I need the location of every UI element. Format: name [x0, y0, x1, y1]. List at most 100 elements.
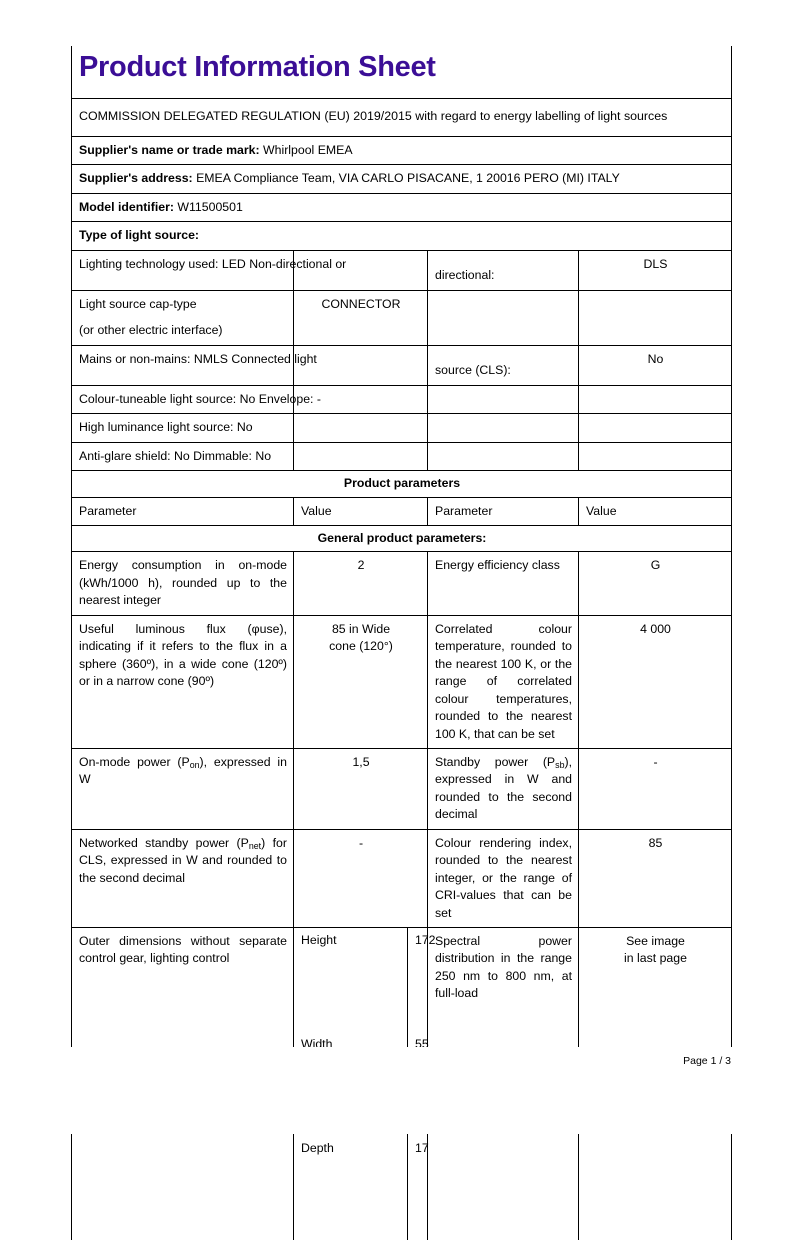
luminous-flux-label: Useful luminous flux (φuse), indicating …: [71, 614, 294, 749]
cap-type-label-line1: Light source cap-type: [79, 296, 197, 311]
intro-text: COMMISSION DELEGATED REGULATION (EU) 201…: [71, 98, 732, 137]
lighting-technology-label: Lighting technology used: LED Non-direct…: [71, 249, 346, 291]
energy-consumption-value: 2: [293, 551, 428, 616]
general-parameters-heading-row: General product parameters:: [71, 524, 732, 553]
mains-row: Mains or non-mains: NMLS Connected light…: [71, 344, 732, 386]
standby-power-label-post: ), expressed in W and rounded to the sec…: [435, 754, 572, 822]
spectral-value-line2: in last page: [624, 951, 687, 966]
title-band-row: [71, 46, 732, 99]
luminous-flux-value-line2: cone (120°): [329, 639, 393, 654]
colour-tuneable-label: Colour-tuneable light source: No Envelop…: [71, 384, 321, 415]
supplier-address-label: Supplier's address:: [79, 171, 193, 186]
luminous-flux-value: 85 in Wide cone (120°): [293, 614, 428, 749]
on-mode-power-value: 1,5: [293, 747, 428, 830]
header-value-1: Value: [293, 496, 428, 526]
cap-type-value: CONNECTOR: [293, 289, 428, 346]
p-sb-subscript: sb: [555, 760, 565, 771]
p-net-subscript: net: [248, 841, 262, 852]
anti-glare-row: Anti-glare shield: No Dimmable: No: [71, 441, 732, 472]
supplier-name-value: Whirlpool EMEA: [263, 142, 353, 157]
colour-tuneable-blank-3: [427, 384, 579, 415]
cap-type-blank-3: [427, 289, 579, 346]
energy-consumption-row: Energy consumption in on-mode (kWh/1000 …: [71, 551, 732, 616]
connected-light-source-label: source (CLS):: [427, 344, 579, 386]
mains-label: Mains or non-mains: NMLS Connected light: [71, 344, 317, 386]
on-mode-power-row: On-mode power (Pon), expressed in W 1,5 …: [71, 747, 732, 830]
on-mode-power-label: On-mode power (Pon), expressed in W: [71, 747, 294, 830]
mains-blank: [293, 344, 428, 386]
page-bottom-mask: [0, 1047, 802, 1134]
energy-consumption-label: Energy consumption in on-mode (kWh/1000 …: [71, 551, 294, 616]
cap-type-label: Light source cap-type (or other electric…: [71, 289, 294, 346]
spectral-value-line1: See image: [626, 934, 685, 949]
colour-tuneable-blank-2: [293, 384, 428, 415]
anti-glare-blank-4: [578, 441, 732, 472]
general-parameters-heading: General product parameters:: [71, 524, 732, 553]
model-identifier-cell: Model identifier: W11500501: [71, 192, 732, 223]
directional-label: directional:: [427, 249, 579, 291]
luminous-flux-label-post: ), indicating if it refers to the flux i…: [79, 621, 287, 689]
lighting-technology-row: Lighting technology used: LED Non-direct…: [71, 249, 732, 291]
energy-efficiency-class-label: Energy efficiency class: [427, 551, 579, 616]
high-luminance-row: High luminance light source: No: [71, 413, 732, 443]
cap-type-row: Light source cap-type (or other electric…: [71, 289, 732, 346]
phi-use-symbol: φuse: [251, 621, 280, 636]
luminous-flux-label-pre: Useful luminous flux (: [79, 621, 252, 636]
luminous-flux-row: Useful luminous flux (φuse), indicating …: [71, 614, 732, 749]
header-value-2: Value: [578, 496, 732, 526]
cap-type-label-line2: (or other electric interface): [79, 323, 223, 338]
high-luminance-blank-3: [427, 413, 579, 443]
high-luminance-blank-4: [578, 413, 732, 443]
parameters-header-row: Parameter Value Parameter Value: [71, 496, 732, 526]
p-on-subscript: on: [189, 760, 200, 771]
on-mode-power-label-pre: On-mode power (P: [79, 754, 190, 769]
standby-power-label: Standby power (Psb), expressed in W and …: [427, 747, 579, 830]
dimension-row-height: Height 172: [294, 928, 436, 1033]
type-of-light-source-row: Type of light source:: [71, 221, 732, 251]
supplier-name-label: Supplier's name or trade mark:: [79, 142, 260, 157]
supplier-address-value: EMEA Compliance Team, VIA CARLO PISACANE…: [196, 171, 620, 186]
standby-power-label-pre: Standby power (P: [435, 754, 556, 769]
correlated-colour-temperature-value: 4 000: [578, 614, 732, 749]
anti-glare-blank-2: [293, 441, 428, 472]
supplier-name-cell: Supplier's name or trade mark: Whirlpool…: [71, 135, 732, 166]
colour-rendering-index-value: 85: [578, 828, 732, 929]
model-identifier-value: W11500501: [177, 199, 243, 214]
supplier-address-cell: Supplier's address: EMEA Compliance Team…: [71, 164, 732, 194]
colour-tuneable-blank-4: [578, 384, 732, 415]
dimension-row-depth: Depth 17: [294, 1136, 429, 1240]
anti-glare-label: Anti-glare shield: No Dimmable: No: [71, 441, 294, 472]
cap-type-blank-4: [578, 289, 732, 346]
anti-glare-blank-3: [427, 441, 579, 472]
type-of-light-source-label: Type of light source:: [71, 221, 732, 251]
energy-efficiency-class-value: G: [578, 551, 732, 616]
standby-power-value: -: [578, 747, 732, 830]
dimension-label-height: Height: [294, 928, 408, 1033]
colour-tuneable-row: Colour-tuneable light source: No Envelop…: [71, 384, 732, 415]
supplier-name-row: Supplier's name or trade mark: Whirlpool…: [71, 135, 732, 166]
on-mode-power-label-post: ), expressed in W: [79, 754, 287, 787]
dimension-label-depth: Depth: [294, 1136, 408, 1240]
header-parameter-2: Parameter: [427, 496, 579, 526]
product-parameters-heading: Product parameters: [71, 470, 732, 498]
correlated-colour-temperature-label: Correlated colour temperature, rounded t…: [427, 614, 579, 749]
connected-light-source-value: No: [578, 344, 732, 386]
networked-standby-label-post: ) for CLS, expressed in W and rounded to…: [79, 835, 287, 885]
product-parameters-heading-row: Product parameters: [71, 470, 732, 498]
networked-standby-label-pre: Networked standby power (P: [79, 835, 249, 850]
dimension-value-height: 172: [415, 933, 436, 948]
directional-value: DLS: [578, 249, 732, 291]
networked-standby-power-row: Networked standby power (Pnet) for CLS, …: [71, 828, 732, 929]
high-luminance-blank-2: [293, 413, 428, 443]
title-band-cell: [71, 46, 732, 99]
header-parameter-1: Parameter: [71, 496, 294, 526]
intro-row: COMMISSION DELEGATED REGULATION (EU) 201…: [71, 98, 732, 137]
high-luminance-label: High luminance light source: No: [71, 413, 294, 443]
page-footer: Page 1 / 3: [683, 1055, 731, 1067]
networked-standby-power-label: Networked standby power (Pnet) for CLS, …: [71, 828, 294, 929]
networked-standby-power-value: -: [293, 828, 428, 929]
model-identifier-row: Model identifier: W11500501: [71, 192, 732, 223]
document-page: Product Information Sheet COMMISSION DEL…: [0, 46, 802, 1240]
supplier-address-row: Supplier's address: EMEA Compliance Team…: [71, 164, 732, 194]
luminous-flux-value-line1: 85 in Wide: [331, 621, 391, 636]
